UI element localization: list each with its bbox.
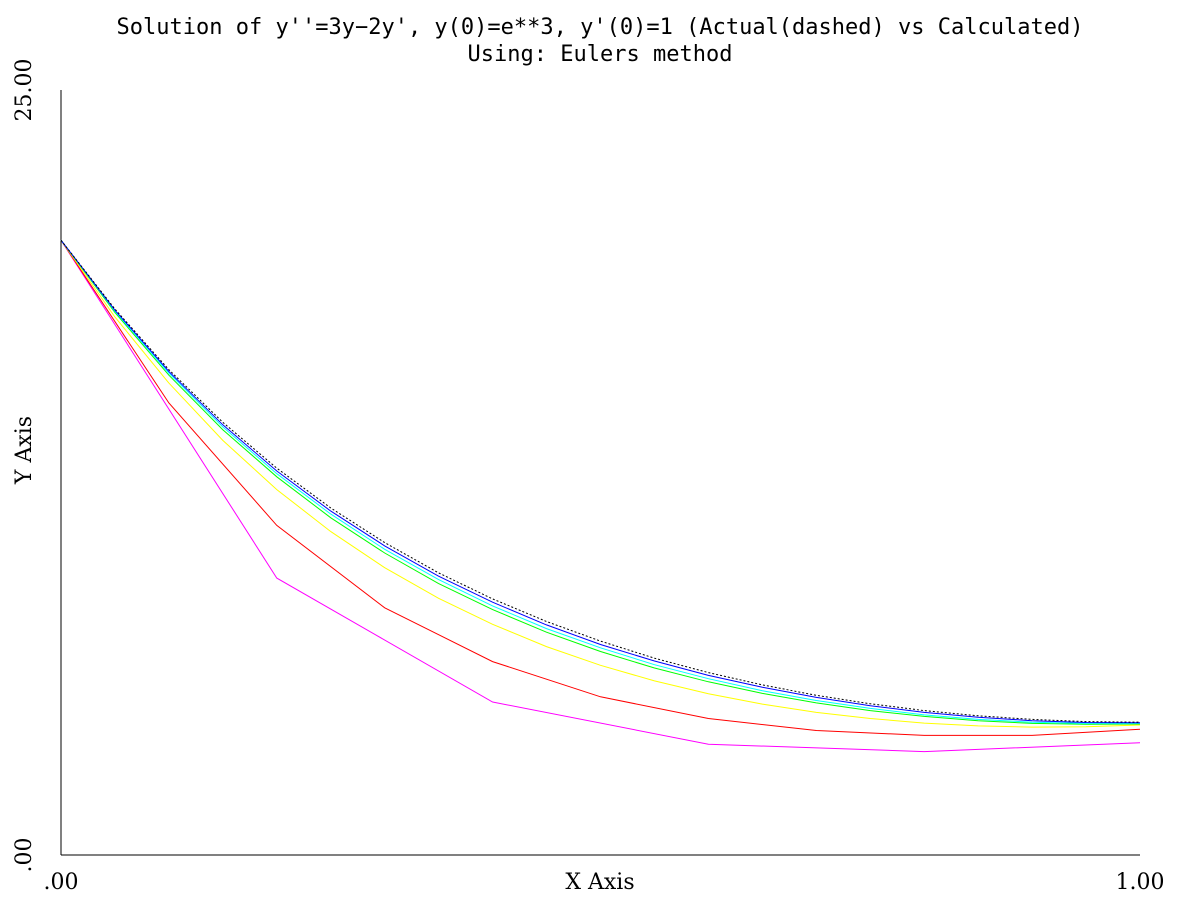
calculated-series-line-1 bbox=[60, 239, 1141, 753]
calculated-series-line-3 bbox=[60, 239, 1141, 728]
x-tick-label-min: .00 bbox=[44, 870, 79, 895]
calculated-series-line-4 bbox=[60, 239, 1141, 725]
y-axis-label: Y Axis bbox=[12, 416, 37, 485]
calculated-series-line-6 bbox=[60, 239, 1141, 724]
x-axis-label: X Axis bbox=[565, 870, 634, 895]
actual-solution-line bbox=[60, 239, 1141, 723]
calculated-series-line-2 bbox=[60, 239, 1141, 736]
x-tick-label-max: 1.00 bbox=[1116, 870, 1165, 895]
chart-title: Solution of y''=3y−2y', y(0)=e**3, y'(0)… bbox=[117, 15, 1084, 40]
calculated-series-line-5 bbox=[60, 239, 1140, 724]
y-tick-label-min: .00 bbox=[12, 838, 37, 873]
y-tick-label-max: 25.00 bbox=[12, 59, 37, 122]
chart-subtitle: Using: Eulers method bbox=[468, 42, 733, 67]
series-layer bbox=[60, 239, 1141, 753]
